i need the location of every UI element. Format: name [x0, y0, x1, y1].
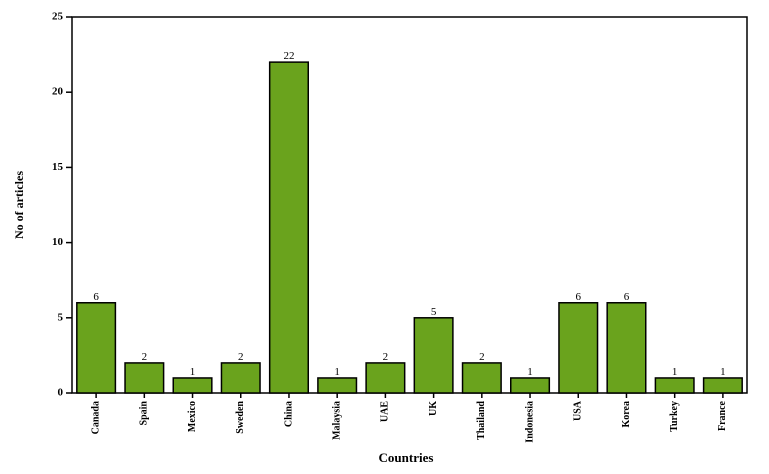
value-label: 6	[576, 291, 582, 303]
bar	[124, 362, 165, 394]
value-label: 1	[190, 366, 196, 378]
bar	[365, 362, 406, 394]
bar	[268, 61, 309, 394]
value-label: 2	[238, 351, 244, 363]
bar	[413, 317, 454, 394]
bar	[606, 302, 647, 394]
plot-frame	[71, 16, 748, 394]
value-label: 2	[383, 351, 389, 363]
x-tick-label: Spain	[139, 401, 150, 426]
y-tick-label: 25	[52, 11, 64, 23]
value-label: 6	[624, 291, 630, 303]
x-tick-label: Turkey	[669, 401, 680, 432]
x-tick-label: Mexico	[187, 401, 198, 432]
x-tick-label: Korea	[621, 401, 632, 427]
value-label: 1	[334, 366, 340, 378]
y-axis-title: No of articles	[12, 171, 26, 239]
x-axis-title: Countries	[379, 450, 434, 465]
x-tick-label: Thailand	[476, 401, 487, 440]
x-tick-label: China	[283, 401, 294, 427]
x-tick-label: UK	[428, 401, 439, 416]
x-tick-label: Malaysia	[331, 401, 342, 440]
y-tick-label: 20	[52, 86, 64, 98]
bar	[702, 377, 743, 394]
value-label: 1	[527, 366, 533, 378]
y-tick-label: 15	[52, 161, 64, 173]
bar	[558, 302, 599, 394]
y-tick-label: 0	[58, 387, 64, 399]
value-label: 6	[93, 291, 99, 303]
x-tick-label: Indonesia	[524, 401, 535, 443]
x-tick-label: Sweden	[235, 401, 246, 434]
value-label: 2	[479, 351, 485, 363]
x-tick-label: USA	[573, 400, 584, 421]
value-label: 1	[720, 366, 726, 378]
bar	[172, 377, 213, 394]
bar	[317, 377, 358, 394]
x-tick-label: Canada	[90, 401, 101, 434]
bar	[654, 377, 695, 394]
value-label: 22	[283, 50, 294, 62]
x-tick-label: UAE	[380, 401, 391, 422]
y-tick-label: 5	[58, 311, 64, 323]
bar	[220, 362, 261, 394]
value-label: 2	[142, 351, 148, 363]
bar	[76, 302, 117, 394]
value-label: 5	[431, 306, 437, 318]
y-tick-label: 10	[52, 236, 64, 248]
bar	[461, 362, 502, 394]
x-tick-label: France	[717, 400, 728, 431]
value-label: 1	[672, 366, 678, 378]
bar	[510, 377, 551, 394]
